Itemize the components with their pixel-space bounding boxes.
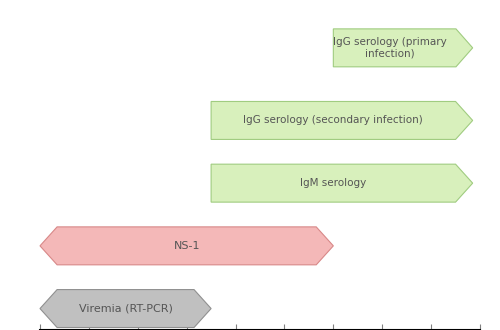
Polygon shape — [211, 164, 472, 202]
Text: IgG serology (secondary infection): IgG serology (secondary infection) — [244, 115, 423, 125]
Text: Viremia (RT-PCR): Viremia (RT-PCR) — [78, 304, 172, 314]
Text: IgM serology: IgM serology — [300, 178, 366, 188]
Polygon shape — [40, 227, 334, 265]
Polygon shape — [334, 29, 472, 67]
Text: NS-1: NS-1 — [174, 241, 200, 251]
Polygon shape — [211, 102, 472, 139]
Polygon shape — [40, 290, 211, 327]
Text: IgG serology (primary
infection): IgG serology (primary infection) — [333, 37, 446, 59]
